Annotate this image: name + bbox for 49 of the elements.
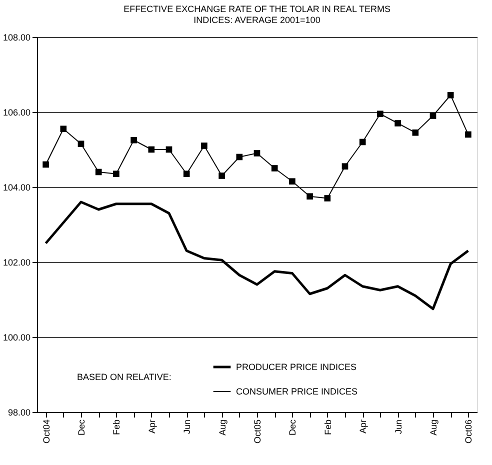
point [254,150,260,156]
point [166,146,172,153]
point [342,163,348,170]
x-tick-label: Aug [428,420,438,436]
chart-subtitle: INDICES: AVERAGE 2001=100 [194,15,320,25]
point [430,112,436,119]
point [183,170,190,178]
x-tick-label: Feb [112,420,122,436]
x-tick-label: Feb [322,420,333,436]
y-tick-label: 102.00 [2,258,30,268]
legend-label: PRODUCER PRICE INDICES [236,362,357,372]
legend-label: CONSUMER PRICE INDICES [236,386,358,396]
point [42,161,49,168]
point [324,195,331,202]
point [236,154,243,160]
x-tick-label: Jun [182,420,192,434]
point [201,142,208,149]
point [359,138,366,146]
x-tick-label: Apr [358,420,368,434]
x-tick-label: Dec [76,419,86,436]
point [95,168,102,176]
x-tick-label: Oct06 [464,420,474,444]
point [447,92,454,98]
y-tick-label: 100.00 [2,332,30,342]
point [289,178,296,185]
point [113,170,120,178]
point [394,120,401,126]
point [218,172,225,179]
x-tick-label: Oct05 [252,420,262,444]
point [377,110,384,118]
point [60,126,67,132]
legend-title: BASED ON RELATIVE: [77,372,172,382]
y-tick-label: 106.00 [2,108,30,118]
point [465,131,472,138]
x-tick-label: Jun [393,420,404,434]
x-tick-label: Aug [217,420,228,436]
x-tick-label: Oct04 [41,420,52,444]
point [271,165,278,172]
point [412,129,419,136]
point [306,193,313,200]
x-tick-label: Dec [288,419,298,436]
point [148,146,155,153]
y-tick-label: 108.00 [2,32,30,42]
x-tick-label: Apr [146,420,157,434]
y-tick-label: 104.00 [2,182,30,192]
point [130,136,137,144]
point [78,140,84,148]
y-tick-label: 98.00 [8,408,30,418]
chart-title: EFFECTIVE EXCHANGE RATE OF THE TOLAR IN REAL TERMS [124,4,390,14]
